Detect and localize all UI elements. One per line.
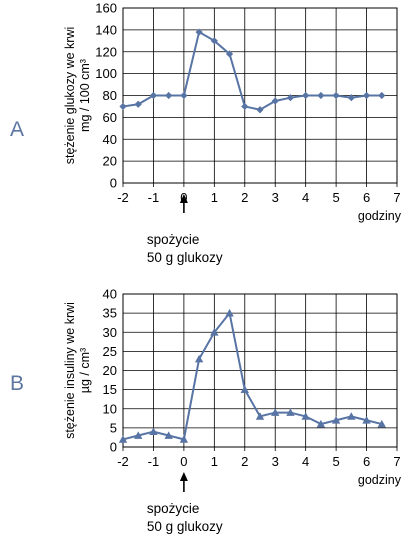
data-point — [195, 28, 203, 36]
annotation-arrow-head — [179, 194, 188, 203]
x-tick-label: 0 — [180, 454, 187, 469]
data-point — [118, 435, 128, 443]
y-tick-label: 60 — [103, 110, 117, 125]
data-point — [271, 408, 280, 416]
data-point — [134, 431, 143, 439]
data-point — [347, 94, 355, 102]
chart-panel-a: A020406080100120140160-2-101234567godzin… — [10, 1, 402, 266]
y-tick-label: 20 — [103, 363, 117, 378]
data-point — [362, 91, 371, 100]
data-point — [240, 385, 249, 393]
data-point — [302, 91, 310, 100]
data-point — [301, 412, 310, 420]
x-tick-label: 7 — [393, 190, 400, 205]
y-axis-label: stężenie glukozy we krwimg / 100 cm³ — [63, 27, 92, 165]
data-point — [347, 412, 356, 420]
x-axis-label: godziny — [358, 473, 402, 487]
x-tick-label: 1 — [211, 454, 218, 469]
annotation-line2: 50 g glukozy — [147, 519, 223, 534]
y-axis-label: stężenie insuliny we krwiµg / cm³ — [63, 302, 92, 439]
y-tick-label: 35 — [103, 306, 117, 321]
y-tick-label: 120 — [95, 44, 117, 59]
x-tick-label: 2 — [241, 454, 248, 469]
data-point — [317, 91, 325, 100]
data-point — [164, 431, 173, 439]
y-axis-label-line1: stężenie glukozy we krwi — [63, 27, 77, 165]
y-tick-label: 140 — [95, 22, 117, 37]
y-tick-label: 10 — [103, 401, 117, 416]
data-point — [362, 416, 371, 424]
x-tick-label: 6 — [363, 454, 370, 469]
data-point — [225, 308, 234, 317]
x-tick-label: 5 — [332, 190, 339, 205]
y-axis-label-line2: µg / cm³ — [78, 348, 92, 393]
data-point — [255, 412, 265, 420]
data-point — [286, 94, 295, 102]
x-tick-label: 3 — [272, 190, 279, 205]
x-tick-label: 3 — [272, 454, 279, 469]
x-tick-label: -1 — [148, 190, 160, 205]
data-point — [331, 416, 341, 424]
y-tick-label: 40 — [103, 132, 117, 147]
x-tick-label: -1 — [148, 454, 160, 469]
annotation-arrow-head — [179, 472, 188, 481]
data-point — [134, 100, 142, 108]
data-point — [210, 328, 219, 336]
annotation-line1: spożycie — [147, 501, 200, 516]
x-tick-label: 4 — [302, 454, 309, 469]
annotation-line1: spożycie — [147, 232, 200, 247]
series-line — [122, 310, 383, 441]
chart-panel-b: B 0 5 10 15 20 25 30 35 40 -2 -1 0 1 2 3 4 5 6 7 godziny stęż… — [10, 287, 402, 535]
panel-letter: A — [10, 118, 24, 141]
data-point — [332, 91, 340, 100]
x-tick-label: 1 — [211, 190, 218, 205]
panel-letter: B — [10, 372, 24, 395]
y-tick-label: 160 — [95, 1, 117, 16]
data-point — [180, 91, 188, 100]
y-tick-label: 80 — [103, 88, 117, 103]
data-point — [179, 435, 189, 443]
y-tick-label: 15 — [103, 382, 117, 397]
data-point — [378, 91, 386, 100]
y-axis-label-line1: stężenie insuliny we krwi — [63, 302, 77, 439]
x-tick-label: 5 — [332, 454, 339, 469]
y-tick-label: 5 — [110, 420, 117, 435]
data-point — [271, 97, 279, 105]
y-tick-label: 25 — [103, 344, 117, 359]
x-tick-label: 6 — [363, 190, 370, 205]
plot-frame — [122, 7, 398, 184]
series-line — [122, 30, 382, 111]
data-point — [149, 427, 158, 436]
data-point — [165, 91, 173, 100]
data-point — [194, 354, 204, 363]
data-point — [286, 408, 295, 416]
data-point — [377, 419, 386, 428]
x-axis-label: godziny — [358, 209, 402, 223]
x-tick-label: -2 — [117, 454, 129, 469]
annotation-line2: 50 g glukozy — [147, 250, 223, 265]
y-tick-label: 40 — [103, 287, 117, 302]
data-point — [316, 419, 326, 428]
plot-frame — [122, 293, 398, 448]
y-axis-label-line2: mg / 100 cm³ — [78, 59, 92, 132]
data-point — [225, 50, 234, 58]
y-tick-label: 30 — [103, 325, 117, 340]
data-point — [149, 91, 158, 100]
data-point — [241, 102, 249, 111]
data-point — [119, 102, 127, 111]
x-tick-label: 2 — [241, 190, 248, 205]
x-tick-label: 4 — [302, 190, 309, 205]
data-point — [210, 37, 218, 45]
x-tick-label: 7 — [393, 454, 400, 469]
x-tick-label: -2 — [117, 190, 129, 205]
y-tick-label: 0 — [110, 440, 117, 455]
y-tick-label: 0 — [110, 176, 117, 191]
y-tick-label: 100 — [95, 66, 117, 81]
y-tick-label: 20 — [103, 154, 117, 169]
data-point — [256, 106, 264, 114]
